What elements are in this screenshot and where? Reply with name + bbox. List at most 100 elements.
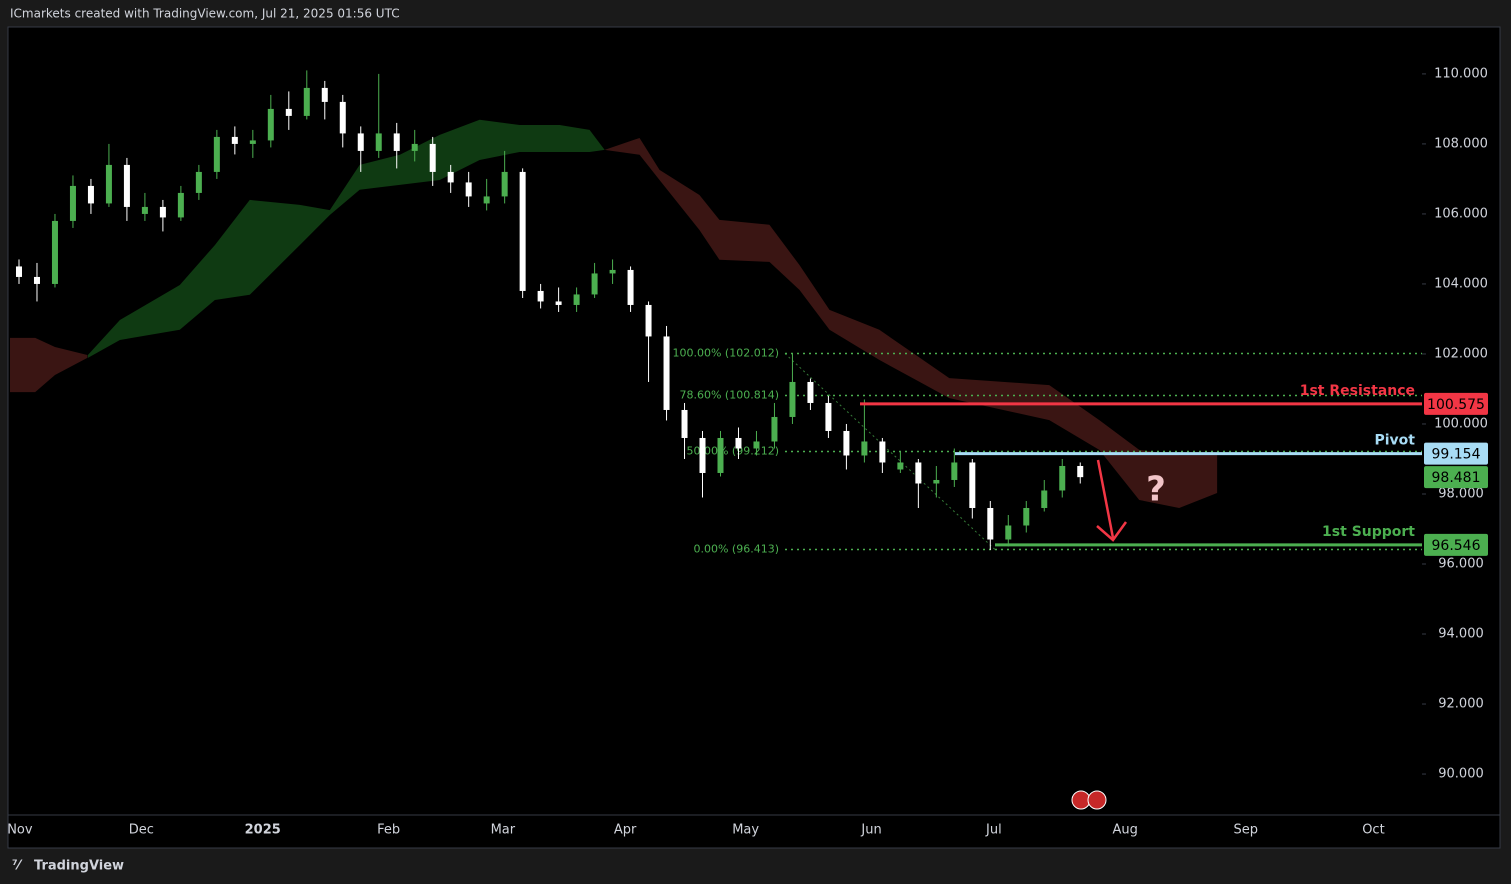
y-tick-label: 98.000: [1438, 486, 1484, 501]
arrow-shaft: [1096, 459, 1115, 539]
candle-body: [1077, 465, 1084, 478]
candle-body: [339, 101, 346, 134]
y-tick-label: 104.000: [1434, 276, 1488, 291]
candle-body: [807, 381, 814, 403]
arrow-head: [1096, 521, 1128, 542]
candle-body: [195, 171, 202, 193]
level-label: Pivot: [1375, 433, 1416, 449]
fib-label: 0.00% (96.413): [693, 543, 779, 556]
candle-body: [267, 108, 274, 141]
candle-body: [87, 185, 94, 204]
candle-body: [69, 185, 76, 221]
candle-body: [51, 220, 58, 284]
x-tick-label: Jun: [860, 823, 881, 838]
level-label: 1st Support: [1322, 524, 1415, 540]
price-tag: [1424, 392, 1488, 415]
price-tag: [1424, 442, 1488, 465]
x-tick-label: Apr: [614, 823, 637, 838]
candle-body: [735, 437, 742, 449]
chart-frame: [7, 26, 1501, 849]
price-tag-label: 96.546: [1432, 538, 1481, 554]
candle-body: [465, 182, 472, 197]
y-tick-label: 106.000: [1434, 206, 1488, 221]
current-price-label: 98.481: [1432, 470, 1481, 486]
price-tag-label: 100.575: [1427, 397, 1485, 413]
x-tick-label: Oct: [1362, 823, 1384, 838]
candle-body: [249, 140, 256, 144]
current-price-tag: [1424, 466, 1488, 489]
candle-body: [1041, 490, 1048, 508]
candle-body: [771, 416, 778, 442]
ichimoku-cloud: [604, 137, 1218, 508]
candle-body: [627, 269, 634, 305]
fib-label: 78.60% (100.814): [679, 388, 779, 401]
candle-body: [411, 143, 418, 151]
candle-body: [159, 206, 166, 218]
candle-body: [285, 108, 292, 116]
candle-body: [555, 301, 562, 305]
candle-body: [393, 133, 400, 151]
candle-body: [1005, 525, 1012, 540]
y-tick-label: 100.000: [1434, 416, 1488, 431]
x-tick-label: Dec: [129, 823, 154, 838]
x-tick-label: Aug: [1113, 823, 1138, 838]
candle-body: [375, 133, 382, 151]
event-flag: [1087, 790, 1107, 810]
x-tick-label: Mar: [491, 823, 516, 838]
y-tick-label: 96.000: [1438, 557, 1484, 572]
chart-title: ICmarkets created with TradingView.com, …: [10, 7, 400, 21]
candle-body: [681, 409, 688, 438]
candle-body: [915, 462, 922, 484]
x-tick-label: Jul: [985, 823, 1002, 838]
x-tick-label: Nov: [7, 823, 33, 838]
candle-body: [987, 507, 994, 540]
annotation: ?: [1146, 470, 1166, 510]
x-tick-label: Sep: [1233, 823, 1258, 838]
candle-body: [663, 336, 670, 410]
y-tick-label: 92.000: [1438, 697, 1484, 712]
candle-body: [1059, 465, 1066, 491]
level-label: 1st Resistance: [1300, 383, 1415, 399]
candle-body: [933, 479, 940, 484]
candle-body: [969, 462, 976, 508]
candle-body: [231, 136, 238, 144]
candle-body: [753, 441, 760, 449]
candle-body: [447, 171, 454, 183]
candle-body: [843, 430, 850, 456]
candle-body: [699, 437, 706, 473]
candle-body: [879, 441, 886, 463]
y-tick-label: 102.000: [1434, 346, 1488, 361]
candle-body: [15, 266, 22, 277]
candle-body: [645, 304, 652, 337]
candle-body: [141, 206, 148, 214]
candle-body: [537, 290, 544, 302]
candle-body: [105, 164, 112, 204]
plot: 90.000 92.000 94.000 96.000 98.000 100.000 102…: [7, 66, 1488, 838]
event-flag: [1071, 790, 1091, 810]
x-tick-label: Feb: [377, 823, 400, 838]
ichimoku-cloud: [10, 337, 88, 393]
y-tick-label: 94.000: [1438, 627, 1484, 642]
candle-body: [321, 87, 328, 102]
y-tick-label: 108.000: [1434, 136, 1488, 151]
candle-body: [591, 273, 598, 295]
candle-body: [861, 441, 868, 456]
price-tag: [1424, 533, 1488, 556]
x-tick-label: 2025: [245, 823, 281, 838]
candle-body: [573, 294, 580, 305]
branding-logo: ⁷⁄: [12, 859, 23, 874]
fib-label: 100.00% (102.012): [672, 347, 779, 360]
candle-body: [429, 143, 436, 172]
candle-body: [897, 462, 904, 470]
price-tag-label: 99.154: [1432, 447, 1481, 463]
candle-body: [303, 87, 310, 116]
candle-body: [1023, 507, 1030, 526]
candle-body: [609, 269, 616, 274]
candle-body: [483, 196, 490, 204]
ichimoku-cloud: [87, 119, 605, 358]
candle-body: [951, 462, 958, 480]
candle-body: [177, 192, 184, 218]
branding: TradingView: [34, 859, 124, 874]
